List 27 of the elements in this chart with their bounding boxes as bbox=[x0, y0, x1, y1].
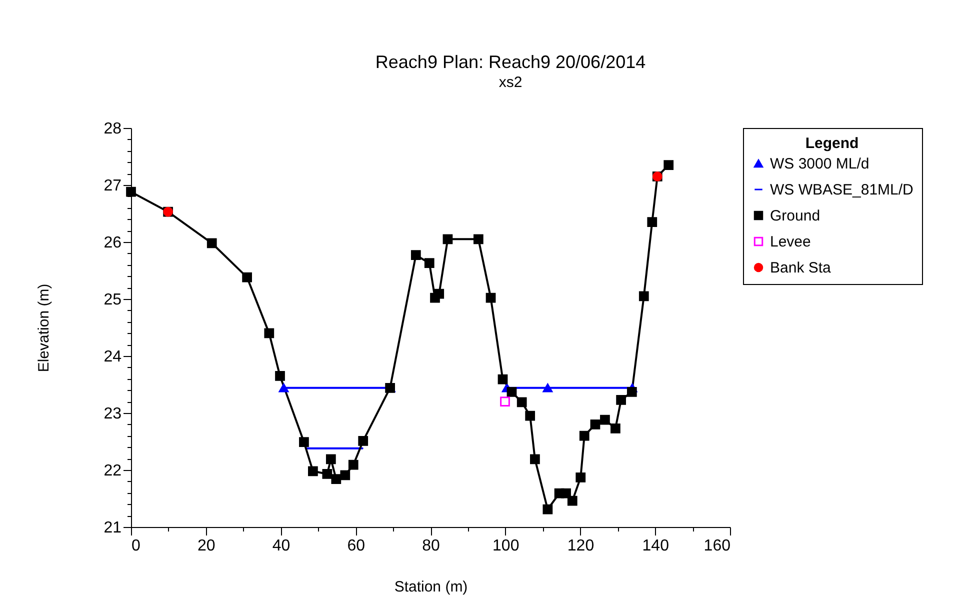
y-tick-label: 23 bbox=[104, 406, 122, 422]
y-tick-label: 24 bbox=[104, 348, 122, 366]
x-axis-title: Station (m) bbox=[394, 578, 468, 596]
legend-label: Bank Sta bbox=[770, 260, 832, 276]
x-tick-label: 60 bbox=[347, 538, 366, 554]
x-tick-label: 80 bbox=[422, 538, 440, 554]
y-tick-label: 26 bbox=[104, 234, 122, 252]
y-tick-label: 28 bbox=[104, 120, 122, 138]
chart-title: Reach9 Plan: Reach9 20/06/2014 bbox=[375, 52, 646, 72]
y-axis-title: Elevation (m) bbox=[36, 284, 52, 372]
legend-label: WS 3000 ML/d bbox=[770, 156, 870, 172]
legend-title: Legend bbox=[805, 135, 859, 152]
x-tick-label: 140 bbox=[642, 538, 670, 554]
y-tick-label: 22 bbox=[104, 462, 122, 480]
x-tick-label: 20 bbox=[197, 538, 216, 554]
chart-subtitle: xs2 bbox=[498, 74, 522, 91]
x-tick-label: 160 bbox=[704, 538, 731, 554]
x-tick-label: 40 bbox=[272, 538, 290, 554]
legend-label: Levee bbox=[770, 234, 811, 250]
x-tick-label: 100 bbox=[492, 538, 520, 554]
legend-label: Ground bbox=[770, 208, 820, 224]
x-tick-label: 0 bbox=[132, 538, 140, 554]
legend-label: WS WBASE_81ML/D bbox=[770, 182, 914, 198]
x-tick-label: 120 bbox=[567, 538, 594, 554]
y-tick-label: 25 bbox=[104, 292, 122, 308]
y-tick-label: 27 bbox=[104, 178, 122, 194]
y-tick-label: 21 bbox=[104, 520, 122, 536]
